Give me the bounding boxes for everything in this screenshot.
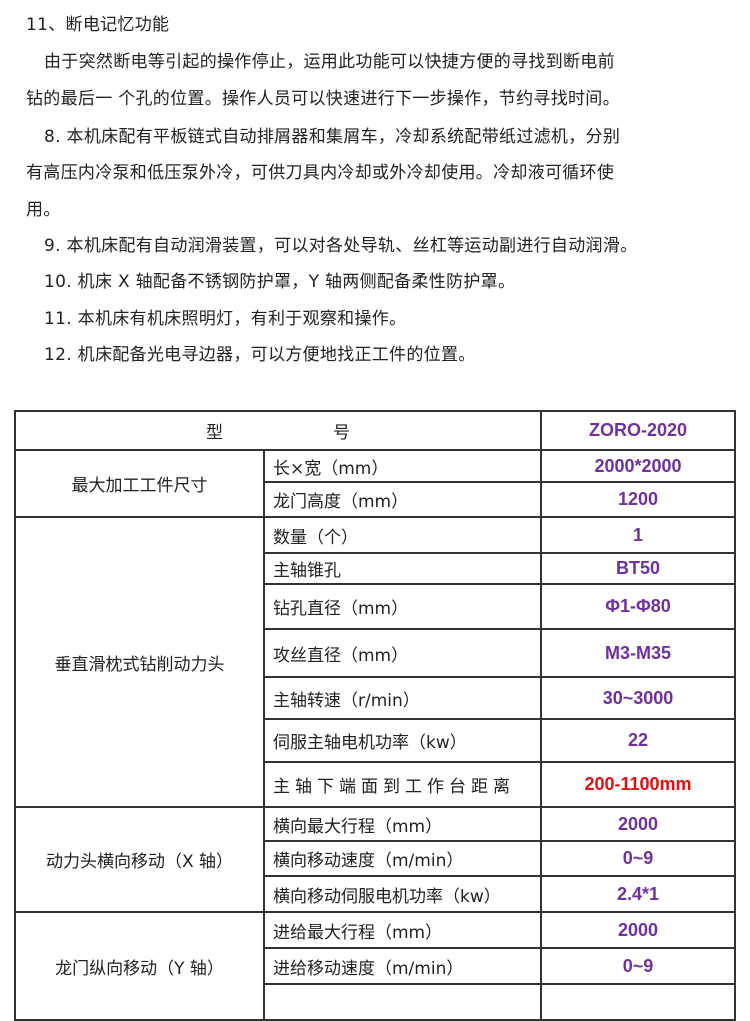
group-label: 龙门纵向移动（Y 轴）: [14, 911, 265, 1021]
paragraph: 11. 本机床有机床照明灯，有利于观察和操作。: [44, 309, 407, 329]
table-row: 横向移动伺服电机功率（kw） 2.4*1: [15, 875, 736, 913]
table-row: 钻孔直径（mm） Φ1-Φ80: [15, 583, 736, 630]
table-row: 伺服主轴电机功率（kw） 22: [15, 718, 736, 763]
param-value: 1200: [540, 481, 736, 518]
table-row: 主轴转速（r/min） 30~3000: [15, 676, 736, 720]
paragraph: 10. 机床 X 轴配备不锈钢防护罩，Y 轴两侧配备柔性防护罩。: [44, 272, 516, 292]
param-value: 2.4*1: [540, 875, 736, 913]
param-label: 横向移动速度（m/min）: [263, 840, 542, 877]
param-label: 龙门高度（mm）: [263, 481, 542, 518]
paragraph: 由于突然断电等引起的操作停止，运用此功能可以快捷方便的寻找到断电前: [44, 52, 615, 72]
param-label: 长×宽（mm）: [263, 449, 542, 483]
table-row: 龙门纵向移动（Y 轴） 进给最大行程（mm） 2000: [14, 911, 736, 1021]
param-value: 2000*2000: [540, 449, 736, 483]
param-label: 进给移动速度（m/min）: [263, 947, 542, 985]
param-value: 0~9: [540, 840, 736, 877]
table-row: 动力头横向移动（X 轴） 横向最大行程（mm） 2000: [14, 806, 736, 913]
group-label: 动力头横向移动（X 轴）: [14, 806, 265, 913]
param-label: 主轴转速（r/min）: [263, 676, 542, 720]
group-label: 最大加工工件尺寸: [14, 449, 265, 518]
param-value: 22: [540, 718, 736, 763]
header-label: 号: [333, 423, 350, 443]
param-value: 2000: [540, 806, 736, 842]
table-row: 攻丝直径（mm） M3-M35: [15, 628, 736, 678]
param-label: 主轴锥孔: [263, 552, 542, 585]
paragraph: 有高压内冷泵和低压泵外冷，可供刀具内冷却或外冷却使用。冷却液可循环使: [26, 163, 615, 183]
paragraph: 12. 机床配备光电寻边器，可以方便地找正工件的位置。: [44, 345, 476, 365]
group-label: 垂直滑枕式钻削动力头: [14, 516, 265, 808]
paragraph: 钻的最后一 个孔的位置。操作人员可以快速进行下一步操作，节约寻找时间。: [26, 89, 620, 109]
paragraph: 用。: [26, 200, 61, 220]
table-header-row: 型 号 ZORO-2020: [14, 410, 736, 451]
param-label: 攻丝直径（mm）: [263, 628, 542, 678]
param-label: 横向移动伺服电机功率（kw）: [263, 875, 542, 913]
table-row: 进给移动速度（m/min） 0~9: [15, 947, 736, 985]
header-label: 型: [206, 423, 223, 443]
param-value: 2000: [540, 911, 736, 949]
param-label: 数量（个）: [263, 516, 542, 554]
param-value: 0~9: [540, 947, 736, 985]
paragraph: 8. 本机床配有平板链式自动排屑器和集屑车，冷却系统配带纸过滤机，分别: [44, 127, 621, 147]
param-label: 钻孔直径（mm）: [263, 583, 542, 630]
spec-table: 型号 ZORO-2020 最大加工工件尺寸 长×宽（mm） 2000*2000 …: [14, 410, 736, 1021]
param-value: 30~3000: [540, 676, 736, 720]
table-row: 横向移动速度（m/min） 0~9: [15, 840, 736, 877]
param-value: M3-M35: [540, 628, 736, 678]
param-value: 1: [540, 516, 736, 554]
param-label: 横向最大行程（mm）: [263, 806, 542, 842]
param-value-highlight: 200-1100mm: [540, 761, 736, 808]
table-row: 最大加工工件尺寸 长×宽（mm） 2000*2000: [14, 449, 736, 518]
param-label: 进给最大行程（mm）: [263, 911, 542, 949]
paragraph: 9. 本机床配有自动润滑装置，可以对各处导轨、丝杠等运动副进行自动润滑。: [44, 236, 638, 256]
table-row: 垂直滑枕式钻削动力头 数量（个） 1: [14, 516, 736, 808]
table-row: 主轴下端面到工作台距离 200-1100mm: [15, 761, 736, 808]
param-label: 伺服主轴电机功率（kw）: [263, 718, 542, 763]
table-row: 主轴锥孔 BT50: [15, 552, 736, 585]
param-value: Φ1-Φ80: [540, 583, 736, 630]
table-row: 龙门高度（mm） 1200: [15, 481, 736, 518]
model-value: ZORO-2020: [540, 410, 736, 451]
section-heading: 11、断电记忆功能: [26, 15, 170, 35]
param-label: 主轴下端面到工作台距离: [263, 761, 542, 808]
param-value: BT50: [540, 552, 736, 585]
